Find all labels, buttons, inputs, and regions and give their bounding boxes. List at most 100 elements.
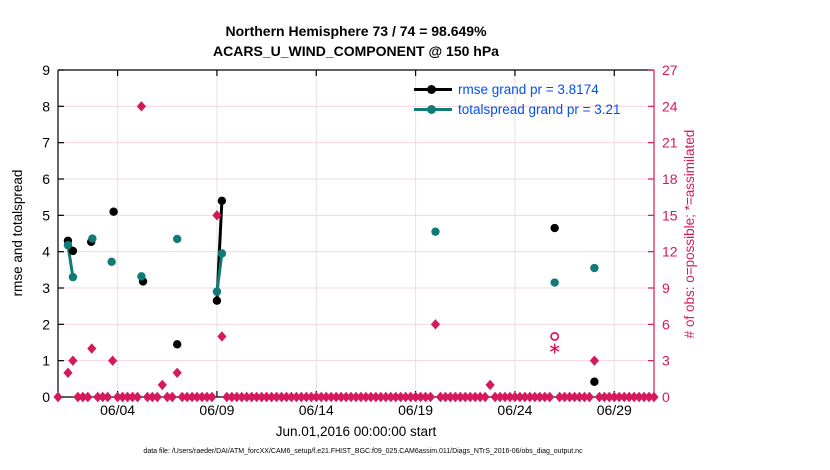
obs-zero-diamond bbox=[505, 391, 515, 403]
totalspread-point bbox=[107, 257, 116, 267]
obs-zero-diamond bbox=[525, 391, 535, 403]
totalspread-point bbox=[431, 227, 440, 236]
obs-zero-diamond bbox=[117, 391, 128, 403]
chart-title-line1: Northern Hemisphere 73 / 74 = 98.649% bbox=[225, 23, 487, 39]
obs-zero-diamond bbox=[535, 391, 545, 403]
obs-zero-diamond bbox=[530, 391, 540, 403]
obs-zero-diamond bbox=[500, 391, 510, 403]
obs-zero-diamond bbox=[202, 391, 212, 403]
y-left-tick-label: 9 bbox=[42, 62, 50, 78]
obs-zero-diamond bbox=[262, 391, 272, 403]
obs-zero-diamond bbox=[401, 391, 411, 403]
obs-zero-diamond bbox=[78, 391, 88, 403]
obs-zero-diamond bbox=[465, 391, 475, 403]
obs-zero-diamond bbox=[569, 391, 580, 403]
x-tick-label: 06/14 bbox=[299, 402, 334, 418]
obs-zero-diamond bbox=[376, 391, 386, 403]
obs-zero-diamond bbox=[510, 391, 520, 403]
obs-zero-diamond bbox=[649, 391, 659, 403]
y-right-tick-label: 6 bbox=[662, 316, 670, 332]
star-stroke bbox=[550, 345, 560, 352]
y-left-tick-label: 0 bbox=[42, 389, 50, 405]
obs-zero-diamond bbox=[545, 391, 555, 403]
rmse-point bbox=[590, 377, 599, 386]
totalspread-point bbox=[590, 263, 599, 273]
obs-zero-diamond bbox=[301, 391, 311, 403]
legend-item-totalspread: totalspread grand pr = 3.21 bbox=[414, 99, 621, 119]
obs-zero-diamond bbox=[222, 391, 232, 403]
chart-title-line2: ACARS_U_WIND_COMPONENT @ 150 hPa bbox=[213, 43, 499, 59]
obs-zero-diamond bbox=[520, 391, 530, 403]
totalspread-point bbox=[88, 234, 97, 243]
obs-zero-diamond bbox=[609, 391, 619, 403]
obs-zero-diamond bbox=[490, 391, 500, 403]
obs-zero-diamond bbox=[440, 391, 450, 403]
rmse-marker-icon bbox=[427, 84, 436, 94]
totalspread-point bbox=[63, 240, 73, 250]
rmse-point bbox=[68, 246, 78, 256]
obs-diamond bbox=[217, 331, 227, 342]
obs-zero-diamond bbox=[53, 391, 63, 403]
obs-zero-diamond bbox=[296, 391, 306, 403]
obs-diamond bbox=[157, 379, 167, 391]
obs-zero-diamond bbox=[371, 391, 381, 403]
obs-diamond bbox=[485, 379, 495, 391]
possible-open-circle bbox=[550, 331, 560, 341]
obs-zero-diamond bbox=[624, 391, 634, 403]
obs-zero-diamond bbox=[122, 391, 133, 403]
obs-zero-diamond bbox=[281, 391, 292, 403]
obs-zero-diamond bbox=[103, 391, 113, 403]
rmse-line-sample-icon bbox=[414, 84, 452, 94]
obs-zero-diamond bbox=[177, 391, 187, 403]
obs-zero-diamond bbox=[366, 391, 376, 403]
obs-zero-diamond bbox=[316, 391, 326, 403]
obs-zero-diamond bbox=[629, 391, 639, 403]
obs-zero-diamond bbox=[435, 391, 446, 403]
obs-zero-diamond bbox=[584, 391, 595, 403]
obs-zero-diamond bbox=[460, 391, 470, 403]
obs-zero-diamond bbox=[480, 391, 490, 403]
obs-zero-diamond bbox=[326, 391, 336, 403]
obs-zero-diamond bbox=[207, 391, 217, 403]
obs-zero-diamond bbox=[291, 391, 301, 403]
obs-zero-diamond bbox=[599, 391, 609, 403]
y-right-tick-label: 18 bbox=[662, 171, 678, 187]
obs-zero-diamond bbox=[634, 391, 644, 403]
y-left-tick-label: 1 bbox=[42, 353, 50, 369]
obs-zero-diamond bbox=[257, 391, 267, 403]
obs-zero-diamond bbox=[540, 391, 550, 403]
obs-diamond bbox=[108, 355, 118, 366]
obs-zero-diamond bbox=[574, 391, 585, 403]
obs-zero-diamond bbox=[475, 391, 485, 403]
obs-zero-diamond bbox=[147, 391, 157, 403]
obs-zero-diamond bbox=[445, 391, 455, 403]
obs-zero-diamond bbox=[83, 391, 93, 403]
y-left-tick-label: 2 bbox=[42, 316, 50, 332]
obs-diamond bbox=[136, 101, 147, 112]
obs-zero-diamond bbox=[450, 391, 460, 403]
y-right-tick-label: 3 bbox=[662, 353, 670, 369]
obs-zero-diamond bbox=[415, 391, 426, 403]
obs-zero-diamond bbox=[167, 391, 177, 403]
obs-zero-diamond bbox=[232, 391, 242, 403]
obs-zero-diamond bbox=[391, 391, 401, 403]
obs-zero-diamond bbox=[564, 391, 575, 403]
obs-zero-diamond bbox=[639, 391, 649, 403]
obs-zero-diamond bbox=[470, 391, 480, 403]
obs-zero-diamond bbox=[420, 391, 431, 403]
obs-diamond bbox=[172, 367, 182, 378]
x-tick-label: 06/09 bbox=[199, 402, 234, 418]
obs-zero-diamond bbox=[98, 391, 108, 403]
obs-zero-diamond bbox=[406, 391, 416, 403]
obs-zero-diamond bbox=[594, 391, 604, 403]
totalspread-line bbox=[215, 253, 224, 292]
data-file-path: data file: /Users/raeder/DAI/ATM_forcXX/… bbox=[143, 448, 583, 455]
y-left-tick-label: 6 bbox=[42, 171, 50, 187]
obs-zero-diamond bbox=[425, 391, 436, 403]
obs-zero-diamond bbox=[346, 391, 356, 403]
obs-zero-diamond bbox=[361, 391, 371, 403]
legend: rmse grand pr = 3.8174 totalspread grand… bbox=[414, 79, 621, 119]
legend-label-rmse: rmse grand pr = 3.8174 bbox=[458, 81, 599, 97]
obs-zero-diamond bbox=[614, 391, 624, 403]
